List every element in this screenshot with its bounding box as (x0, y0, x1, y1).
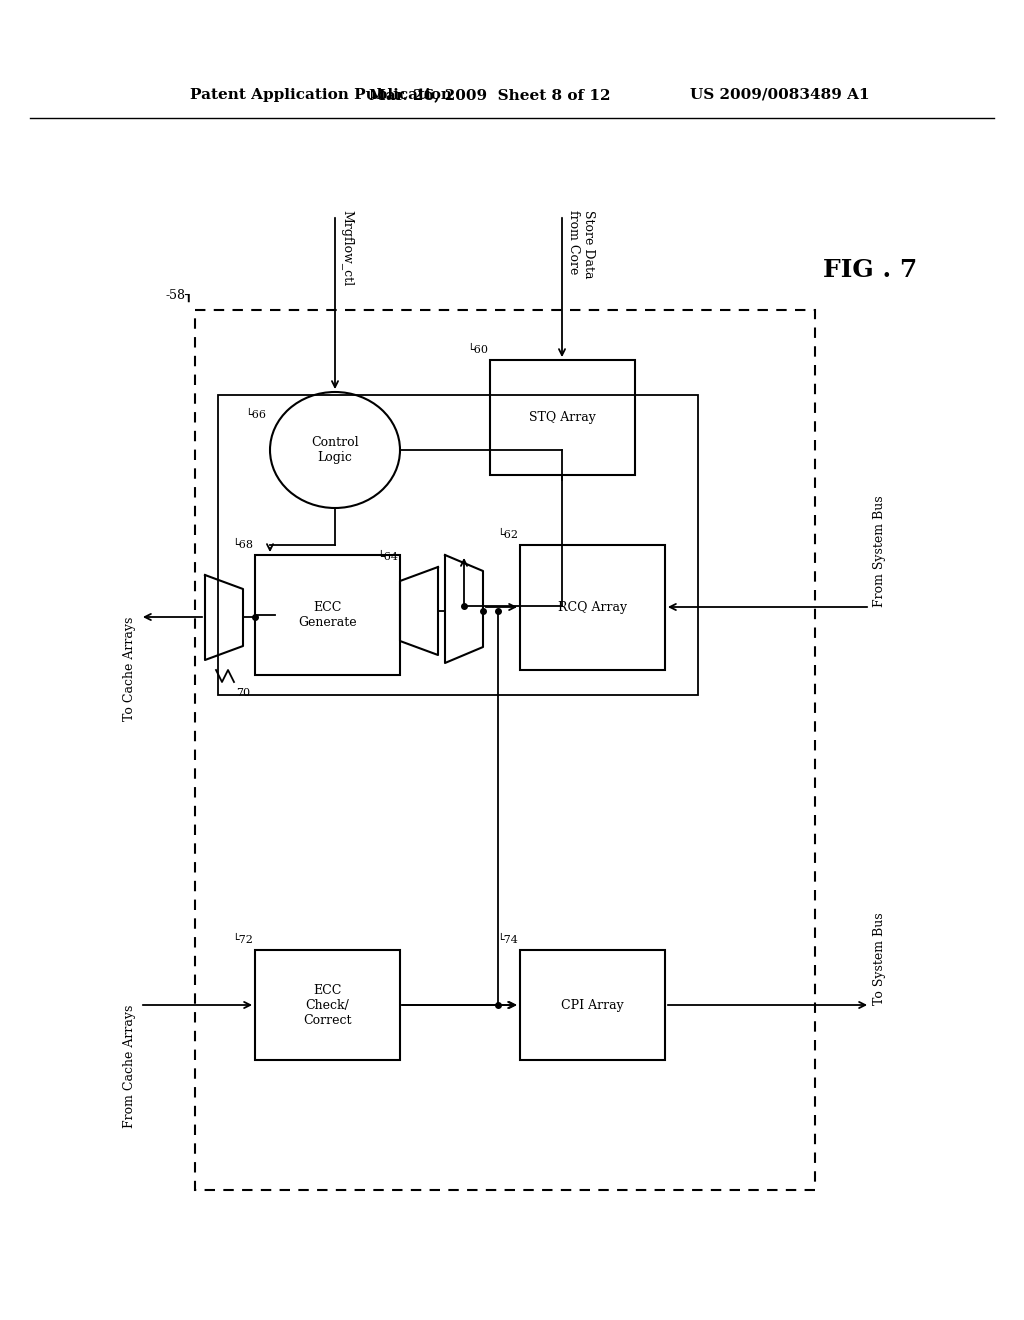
Text: -58┒: -58┒ (166, 289, 193, 302)
Text: Patent Application Publication: Patent Application Publication (190, 88, 452, 102)
Ellipse shape (270, 392, 400, 508)
Text: US 2009/0083489 A1: US 2009/0083489 A1 (690, 88, 870, 102)
Text: To System Bus: To System Bus (873, 912, 887, 1005)
Bar (520, 950, 665, 1060)
Bar (218, 395, 698, 696)
Bar (520, 545, 665, 671)
Text: From System Bus: From System Bus (873, 495, 887, 607)
Text: └60: └60 (467, 345, 488, 355)
Bar (255, 950, 400, 1060)
Text: CPI Array: CPI Array (561, 998, 624, 1011)
Text: Mrgflow_ctl: Mrgflow_ctl (340, 210, 353, 286)
Text: 70: 70 (236, 688, 250, 698)
Bar (195, 310, 815, 1191)
Text: FIG . 7: FIG . 7 (823, 257, 918, 282)
Text: └74: └74 (497, 935, 518, 945)
Text: └72: └72 (232, 935, 253, 945)
Text: ECC
Generate: ECC Generate (298, 601, 356, 630)
Bar (490, 360, 635, 475)
Text: └62: └62 (497, 529, 518, 540)
Text: Store Data
from Core: Store Data from Core (567, 210, 595, 279)
Text: RCQ Array: RCQ Array (558, 601, 627, 614)
Bar (255, 554, 400, 675)
Text: To Cache Arrays: To Cache Arrays (124, 616, 136, 721)
Text: └64: └64 (377, 552, 398, 562)
Text: STQ Array: STQ Array (529, 411, 596, 424)
Text: From Cache Arrays: From Cache Arrays (124, 1005, 136, 1129)
Text: Control
Logic: Control Logic (311, 436, 358, 465)
Text: Mar. 26, 2009  Sheet 8 of 12: Mar. 26, 2009 Sheet 8 of 12 (370, 88, 610, 102)
Text: ECC
Check/
Correct: ECC Check/ Correct (303, 983, 352, 1027)
Text: └66: └66 (245, 411, 266, 420)
Text: └68: └68 (232, 540, 253, 550)
